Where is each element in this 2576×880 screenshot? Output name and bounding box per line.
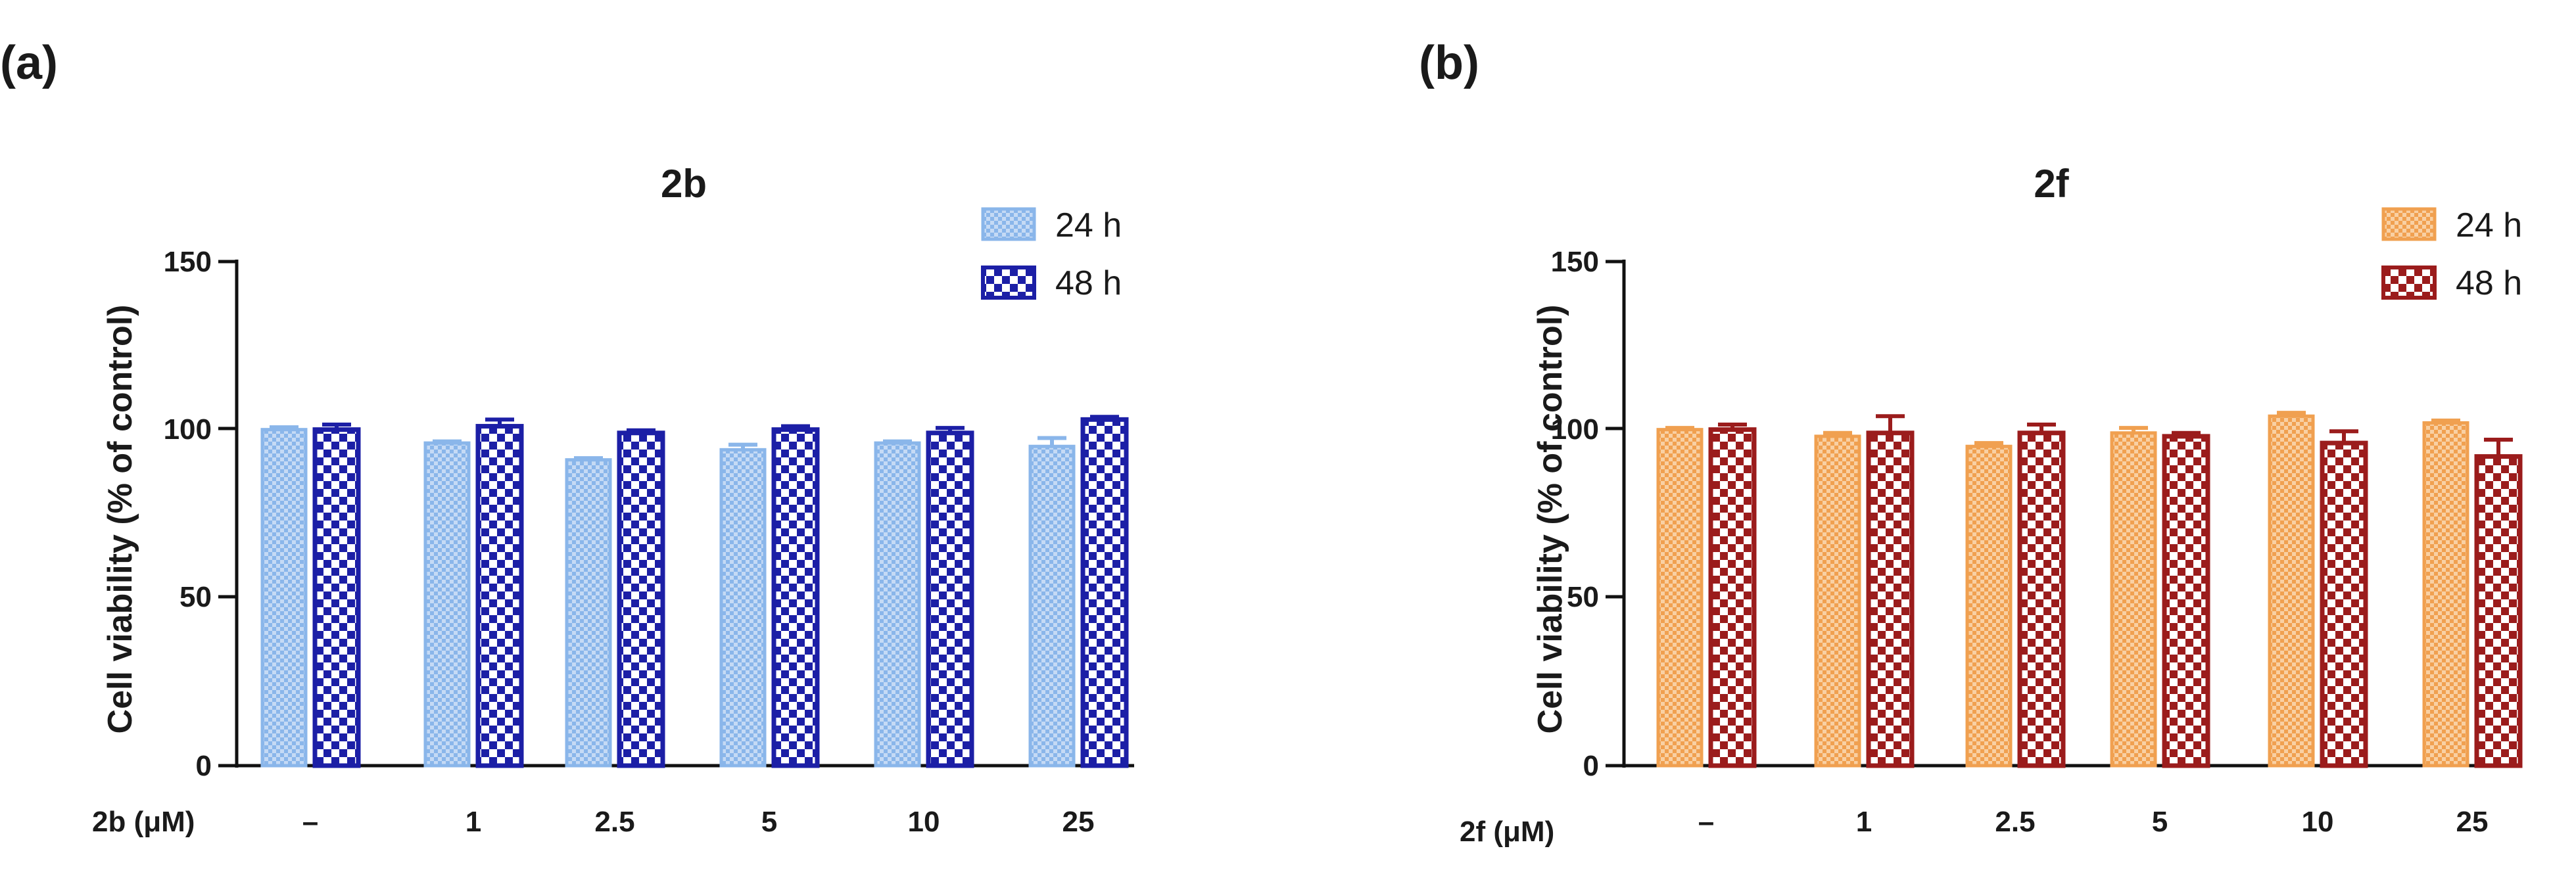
- y-tick-label: 50: [1567, 581, 1599, 613]
- bar-48h-0: [1708, 427, 1757, 768]
- legend-swatch-24h: [2381, 207, 2437, 241]
- legend-swatch-48h: [2381, 266, 2437, 300]
- y-tick-label: 100: [1551, 413, 1599, 446]
- bar-24h-2: [1965, 444, 2013, 768]
- error-bar: [1665, 426, 1694, 430]
- bar-48h-4: [926, 430, 974, 768]
- error-bar: [574, 456, 603, 461]
- x-tick-label: 10: [2302, 806, 2334, 838]
- error-bar: [781, 424, 810, 430]
- x-tick-label: 5: [761, 806, 777, 838]
- y-tick-label: 150: [1551, 246, 1599, 278]
- x-axis-label: 2b (μM): [92, 806, 195, 838]
- error-bar: [322, 422, 351, 430]
- error-bar: [2431, 418, 2460, 423]
- y-tick-label: 50: [179, 581, 212, 613]
- error-bar: [936, 426, 965, 433]
- bar-48h-5: [1080, 417, 1129, 768]
- bar-48h-4: [2320, 440, 2368, 768]
- bar-48h-0: [312, 427, 361, 768]
- bar-24h-1: [423, 441, 471, 768]
- error-bar: [1090, 415, 1119, 420]
- panel-b: (b) 2f Cell viability (% of control) 2f …: [1419, 37, 2523, 848]
- bar-series-group: [260, 415, 1129, 768]
- legend-label: 24 h: [1055, 206, 1122, 244]
- y-axis: 150 100 50 0: [1551, 246, 1626, 782]
- panel-label: (a): [0, 37, 58, 89]
- error-bar: [2027, 422, 2056, 433]
- error-bar: [1038, 436, 1066, 447]
- x-axis-label: 2f (μM): [1460, 816, 1554, 848]
- x-tick-label: 5: [2152, 806, 2168, 838]
- error-bar: [2119, 426, 2148, 433]
- error-bar: [1974, 441, 2003, 447]
- bar-24h-5: [2422, 421, 2469, 768]
- x-tick-label: 25: [1062, 806, 1095, 838]
- error-bar: [1876, 414, 1905, 433]
- bar-24h-3: [719, 448, 767, 768]
- error-bar: [1823, 430, 1852, 436]
- bar-48h-3: [771, 427, 820, 768]
- bar-48h-1: [475, 424, 524, 768]
- x-tick-label: 10: [908, 806, 940, 838]
- error-bar: [2277, 411, 2306, 417]
- y-tick-label: 0: [196, 750, 212, 782]
- bar-48h-5: [2474, 454, 2523, 768]
- bar-48h-1: [1866, 430, 1915, 768]
- chart-title: 2b: [661, 162, 707, 206]
- panel-label: (b): [1419, 37, 1479, 89]
- bar-48h-2: [2017, 430, 2066, 768]
- bar-24h-5: [1028, 444, 1076, 768]
- x-tick-label: 2.5: [594, 806, 634, 838]
- legend-swatch-48h: [981, 266, 1036, 300]
- x-tick-labels: – 1 2.5 5 10 25: [302, 806, 1095, 838]
- bar-24h-2: [565, 458, 612, 768]
- panel-a: (a) 2b Cell viability (% of control) 2b …: [0, 37, 1134, 838]
- error-bar: [1718, 422, 1747, 430]
- bar-24h-1: [1814, 434, 1861, 768]
- y-tick-label: 150: [164, 246, 212, 278]
- legend-label: 48 h: [1055, 264, 1122, 302]
- x-tick-label: 2.5: [1995, 806, 2035, 838]
- error-bar: [485, 417, 514, 427]
- legend-label: 48 h: [2456, 264, 2522, 302]
- error-bar: [2172, 430, 2201, 436]
- x-tick-label: 1: [465, 806, 481, 838]
- y-tick-label: 0: [1583, 750, 1599, 782]
- error-bar: [627, 428, 656, 433]
- error-bar: [728, 442, 757, 450]
- y-axis: 150 100 50 0: [164, 246, 239, 782]
- bar-24h-4: [874, 441, 921, 768]
- x-tick-label: 1: [1856, 806, 1872, 838]
- error-bar: [883, 439, 912, 444]
- bar-24h-4: [2268, 414, 2315, 768]
- error-bar: [270, 425, 298, 430]
- x-tick-label: –: [302, 806, 318, 838]
- error-bar: [2329, 429, 2358, 444]
- error-bar: [2484, 438, 2513, 457]
- bar-24h-0: [1656, 428, 1704, 768]
- chart-title: 2f: [2034, 162, 2069, 206]
- x-tick-label: 25: [2456, 806, 2489, 838]
- y-axis-label: Cell viability (% of control): [1531, 305, 1569, 734]
- x-tick-labels: – 1 2.5 5 10 25: [1698, 806, 2489, 838]
- legend: 24 h 48 h: [2381, 206, 2522, 302]
- x-tick-label: –: [1698, 806, 1714, 838]
- y-axis-label: Cell viability (% of control): [101, 305, 139, 734]
- error-bar: [433, 439, 462, 444]
- legend-swatch-24h: [981, 207, 1036, 241]
- bar-24h-0: [260, 428, 308, 768]
- legend: 24 h 48 h: [981, 206, 1122, 302]
- bar-48h-3: [2162, 434, 2210, 768]
- bar-series-group: [1656, 411, 2523, 768]
- legend-label: 24 h: [2456, 206, 2522, 244]
- bar-48h-2: [617, 430, 665, 768]
- bar-24h-3: [2110, 431, 2157, 768]
- y-tick-label: 100: [164, 413, 212, 446]
